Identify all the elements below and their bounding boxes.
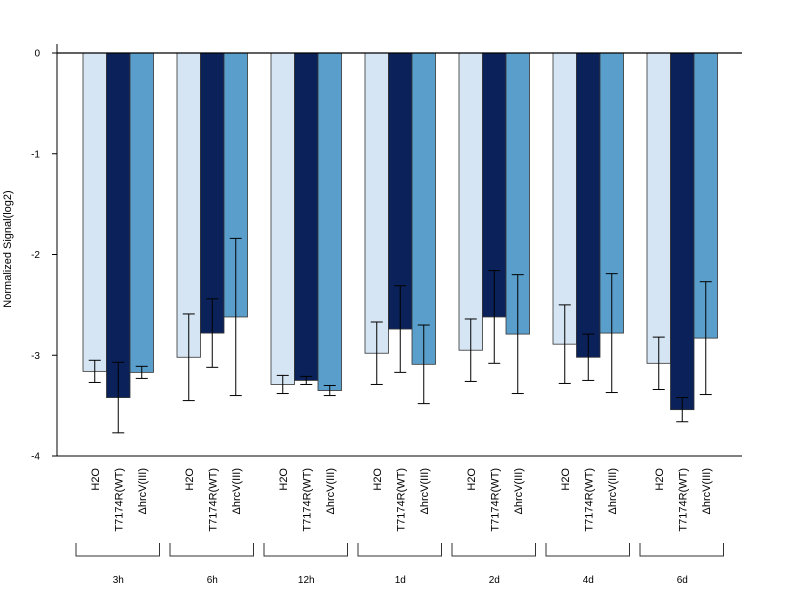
bar-label: H2O <box>278 468 290 491</box>
group-label: 6h <box>207 575 218 586</box>
bar-label: T7174R(WT) <box>395 468 407 532</box>
y-tick-label: -2 <box>31 250 40 261</box>
group-bracket <box>639 543 724 557</box>
bar <box>411 52 436 365</box>
bar <box>82 52 107 372</box>
bar <box>364 52 389 354</box>
bar <box>670 52 695 411</box>
bar <box>576 52 601 358</box>
bar-label: ΔhrcV(III) <box>607 468 619 514</box>
y-tick-label: -1 <box>31 149 40 160</box>
group-label: 6d <box>677 575 688 586</box>
bar-label: T7174R(WT) <box>489 468 501 532</box>
bar-label: T7174R(WT) <box>113 468 125 532</box>
group-bracket <box>75 543 160 557</box>
bar <box>458 52 483 351</box>
group-bracket <box>169 543 254 557</box>
bar-label: ΔhrcV(III) <box>701 468 713 514</box>
group-bracket <box>545 543 630 557</box>
group-label: 1d <box>395 575 406 586</box>
y-axis-title: Normalized Signal(log2) <box>2 190 14 307</box>
y-tick-label: 0 <box>34 49 40 60</box>
bar-label: T7174R(WT) <box>207 468 219 532</box>
group-label: 2d <box>489 575 500 586</box>
bar <box>200 52 225 334</box>
bar-label: T7174R(WT) <box>583 468 595 532</box>
bar-label: H2O <box>466 468 478 491</box>
bar <box>646 52 671 364</box>
bar-label: H2O <box>90 468 102 491</box>
bar-label: T7174R(WT) <box>301 468 313 532</box>
bar-label: H2O <box>372 468 384 491</box>
group-bracket <box>357 543 442 557</box>
bar-label: H2O <box>560 468 572 491</box>
bar-label: H2O <box>654 468 666 491</box>
bar <box>294 52 319 381</box>
y-tick-label: -3 <box>31 351 40 362</box>
bar <box>129 52 154 373</box>
bar-label: ΔhrcV(III) <box>419 468 431 514</box>
bar-label: ΔhrcV(III) <box>137 468 149 514</box>
group-bracket <box>451 543 536 557</box>
bar <box>176 52 201 358</box>
plot-area: 0 -1 -2 -3 -4 H2O T7174R(WT) ΔhrcV(III) 3h H2O T71… <box>31 44 742 586</box>
group-label: 12h <box>298 575 315 586</box>
group-label: 4d <box>583 575 594 586</box>
bar-label: H2O <box>184 468 196 491</box>
bar <box>270 52 295 385</box>
group-bracket <box>263 543 348 557</box>
bar-label: T7174R(WT) <box>677 468 689 532</box>
bar-label: ΔhrcV(III) <box>325 468 337 514</box>
bar-label: ΔhrcV(III) <box>231 468 243 514</box>
bar <box>317 52 342 391</box>
bar <box>106 52 131 398</box>
bar <box>552 52 577 345</box>
bar-label: ΔhrcV(III) <box>513 468 525 514</box>
y-tick-label: -4 <box>31 452 40 463</box>
group-label: 3h <box>113 575 124 586</box>
